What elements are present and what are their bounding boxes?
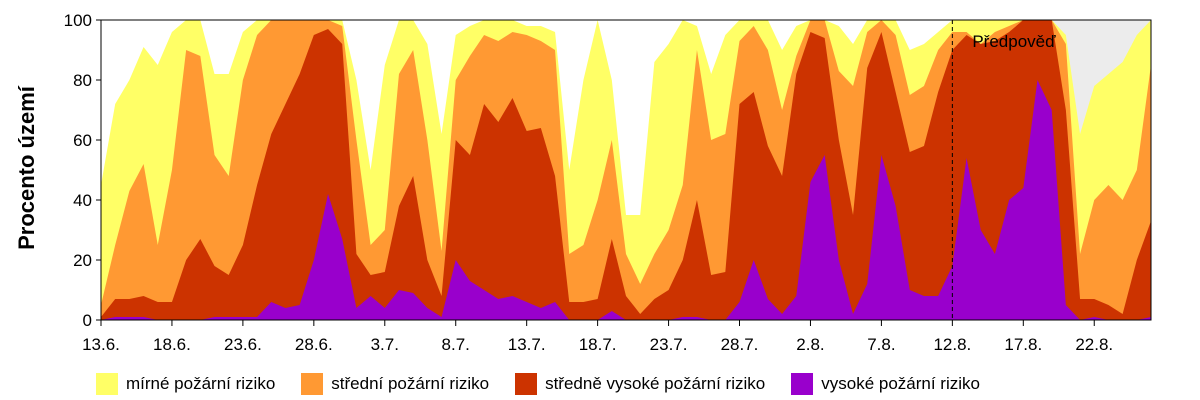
x-tick-label: 12.8.	[933, 335, 971, 354]
legend-item: vysoké požární riziko	[791, 373, 980, 395]
x-tick-label: 8.7.	[442, 335, 470, 354]
x-tick-label: 18.7.	[579, 335, 617, 354]
area-vysoké-požární-riziko	[101, 80, 1151, 320]
x-tick-label: 22.8.	[1075, 335, 1113, 354]
x-tick-label: 18.6.	[153, 335, 191, 354]
chart: Předpověď 0 20 40 60 80 100 13.6. 18.6. 23.6. 28.6…	[14, 11, 1152, 354]
x-tick-label: 13.6.	[82, 335, 120, 354]
y-tick-label: 0	[83, 311, 92, 330]
legend-label: středně vysoké požární riziko	[545, 374, 766, 393]
y-tick-label: 80	[73, 71, 92, 90]
x-tick-label: 3.7.	[371, 335, 399, 354]
legend-swatch	[791, 373, 814, 395]
y-tick-label: 100	[64, 11, 92, 30]
x-tick-label: 23.7.	[650, 335, 688, 354]
y-tick-label: 60	[73, 131, 92, 150]
plot-frame	[100, 19, 1152, 321]
x-tick-label: 13.7.	[508, 335, 546, 354]
legend: mírné požární riziko střední požární rizi…	[96, 370, 1196, 398]
x-tick-label: 23.6.	[224, 335, 262, 354]
x-tick-label: 2.8.	[796, 335, 824, 354]
x-tick-label: 17.8.	[1004, 335, 1042, 354]
y-tick-label: 40	[73, 191, 92, 210]
legend-item: středně vysoké požární riziko	[515, 373, 765, 395]
x-tick-label: 7.8.	[867, 335, 895, 354]
legend-swatch	[515, 373, 538, 395]
y-tick-label: 20	[73, 251, 92, 270]
legend-item: střední požární riziko	[301, 373, 489, 395]
legend-swatch	[96, 373, 118, 395]
legend-label: střední požární riziko	[331, 374, 490, 393]
legend-label: vysoké požární riziko	[821, 374, 980, 393]
forecast-label: Předpověď	[972, 32, 1056, 51]
legend-swatch	[301, 373, 324, 395]
legend-item: mírné požární riziko	[96, 373, 275, 395]
legend-label: mírné požární riziko	[126, 374, 276, 393]
x-tick-label: 28.7.	[721, 335, 759, 354]
y-axis-label: Procento území	[14, 85, 39, 250]
x-tick-label: 28.6.	[295, 335, 333, 354]
